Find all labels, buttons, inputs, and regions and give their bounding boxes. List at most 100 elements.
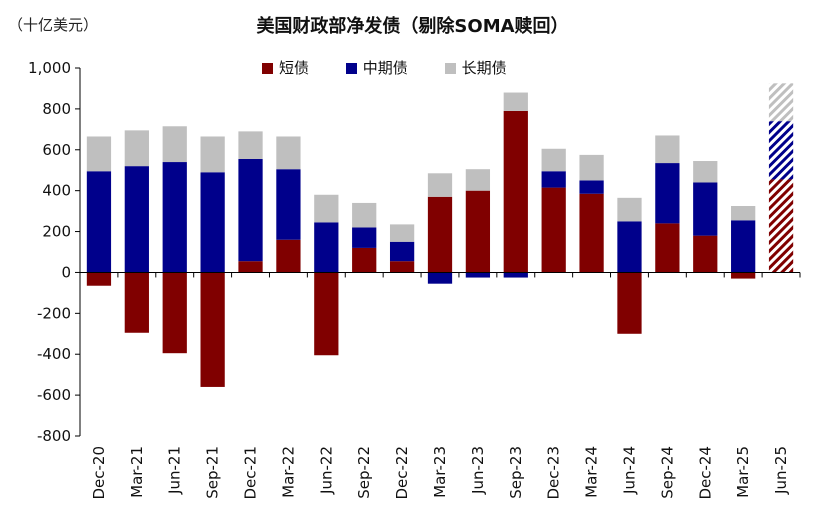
bar-Mar-21-长期债	[124, 130, 149, 167]
bar-Jun-21-中期债	[162, 162, 187, 273]
y-tick-label: 200	[42, 223, 71, 241]
x-tick-label: Dec-24	[696, 446, 714, 500]
y-tick-label: -800	[37, 427, 71, 445]
legend-label-short: 短债	[279, 59, 310, 77]
bar-Sep-21-短债	[200, 272, 225, 387]
bar-Mar-24-长期债	[579, 154, 604, 181]
bar-Jun-24-长期债	[617, 197, 642, 222]
bar-Jun-21-短债	[162, 272, 187, 354]
bar-Jun-24-短债	[617, 272, 642, 334]
bar-Jun-25-短债	[768, 179, 794, 273]
x-tick-label: Jun-23	[469, 446, 487, 495]
legend-swatch-long	[444, 63, 456, 74]
x-tick-label: Sep-21	[204, 446, 222, 499]
x-tick-label: Dec-21	[242, 446, 260, 500]
y-tick-label: -200	[37, 304, 71, 322]
bar-Jun-21-长期债	[162, 126, 187, 163]
bar-Dec-20-长期债	[86, 136, 112, 172]
legend-item-mid: 中期债	[345, 57, 408, 78]
y-tick-label: 0	[61, 263, 71, 281]
bar-Dec-24-中期债	[693, 182, 718, 236]
legend-label-mid: 中期债	[362, 59, 408, 77]
bar-Mar-22-短债	[276, 239, 301, 273]
legend-item-long: 长期债	[444, 57, 507, 78]
legend-item-short: 短债	[262, 57, 309, 78]
bar-Jun-24-中期债	[617, 221, 642, 273]
y-tick-label: -600	[37, 386, 71, 404]
y-tick-label: -400	[37, 345, 71, 363]
bar-Mar-25-短债	[731, 272, 756, 279]
x-tick-label: Jun-25	[772, 446, 790, 495]
bar-Mar-24-中期债	[579, 180, 604, 194]
bar-Jun-25-长期债	[768, 83, 794, 122]
legend-label-long: 长期债	[461, 59, 507, 77]
bar-Jun-23-中期债	[465, 272, 491, 278]
bar-Sep-24-中期债	[655, 163, 680, 224]
bar-Sep-22-短债	[352, 247, 377, 273]
x-tick-label: Dec-20	[90, 446, 108, 500]
bar-Dec-23-中期债	[541, 171, 566, 188]
bar-Dec-23-长期债	[541, 148, 566, 172]
x-tick-label: Sep-23	[507, 446, 525, 499]
bars	[86, 83, 794, 387]
bar-Jun-23-短债	[465, 190, 491, 273]
bar-Mar-23-长期债	[427, 173, 453, 197]
x-tick-label: Mar-22	[279, 446, 297, 498]
bar-Mar-23-中期债	[427, 272, 453, 284]
bar-Dec-24-长期债	[693, 161, 718, 183]
bar-Jun-22-短债	[314, 272, 339, 356]
bar-Dec-24-短债	[693, 235, 718, 273]
bar-Dec-21-短债	[238, 261, 263, 273]
bar-Sep-22-中期债	[352, 227, 377, 248]
x-tick-label: Mar-23	[431, 446, 449, 498]
bar-Sep-23-中期债	[503, 272, 528, 278]
bar-Sep-21-长期债	[200, 136, 225, 173]
bar-Jun-25-中期债	[768, 121, 794, 180]
x-tick-label: Dec-23	[545, 446, 563, 500]
bar-Sep-23-长期债	[503, 92, 528, 111]
bar-Dec-21-中期债	[238, 158, 263, 262]
bar-Dec-23-短债	[541, 187, 566, 273]
x-tick-label: Sep-24	[658, 446, 676, 499]
tick-labels: -800 -600 -400 -200 0 200 400 600 800 1,000 Dec-20…	[28, 59, 790, 500]
bar-Sep-21-中期债	[200, 172, 225, 273]
bar-Mar-25-中期债	[731, 220, 756, 273]
bar-Dec-22-长期债	[389, 224, 415, 242]
bar-Dec-20-中期债	[86, 171, 112, 273]
bar-Sep-22-长期债	[352, 202, 377, 228]
bar-Jun-23-长期债	[465, 169, 491, 191]
x-tick-label: Mar-24	[583, 446, 601, 498]
bar-Mar-21-中期债	[124, 166, 149, 273]
bar-Mar-22-中期债	[276, 169, 301, 240]
bar-Dec-22-短债	[389, 261, 415, 273]
legend-swatch-mid	[345, 63, 357, 74]
bar-Mar-24-短债	[579, 193, 604, 273]
axes	[75, 67, 801, 437]
x-tick-label: Sep-22	[355, 446, 373, 499]
legend-swatch-short	[262, 63, 273, 74]
bar-Mar-25-长期债	[731, 206, 756, 221]
chart-title: 美国财政部净发债（剔除SOMA赎回）	[256, 16, 569, 37]
bar-Jun-22-长期债	[314, 194, 339, 223]
bar-Sep-24-长期债	[655, 135, 680, 164]
x-tick-label: Jun-22	[317, 446, 335, 495]
bar-Dec-20-短债	[86, 272, 112, 286]
x-tick-label: Jun-21	[166, 446, 184, 495]
x-tick-label: Mar-25	[734, 446, 752, 498]
bar-Mar-23-短债	[427, 196, 453, 273]
y-tick-label: 400	[42, 182, 71, 200]
y-tick-label: 1,000	[28, 59, 71, 77]
bar-Mar-22-长期债	[276, 136, 301, 170]
bar-Mar-21-短债	[124, 272, 149, 333]
bar-Sep-24-短债	[655, 223, 680, 273]
bar-Sep-23-短债	[503, 110, 528, 273]
bar-Dec-21-长期债	[238, 131, 263, 159]
unit-label: （十亿美元）	[8, 16, 99, 34]
bar-Dec-22-中期债	[389, 241, 415, 262]
x-tick-label: Jun-24	[620, 446, 638, 495]
legend: 短债 中期债 长期债	[262, 57, 539, 78]
x-tick-label: Dec-22	[393, 446, 411, 500]
x-tick-label: Mar-21	[128, 446, 146, 498]
y-tick-label: 600	[42, 141, 71, 159]
